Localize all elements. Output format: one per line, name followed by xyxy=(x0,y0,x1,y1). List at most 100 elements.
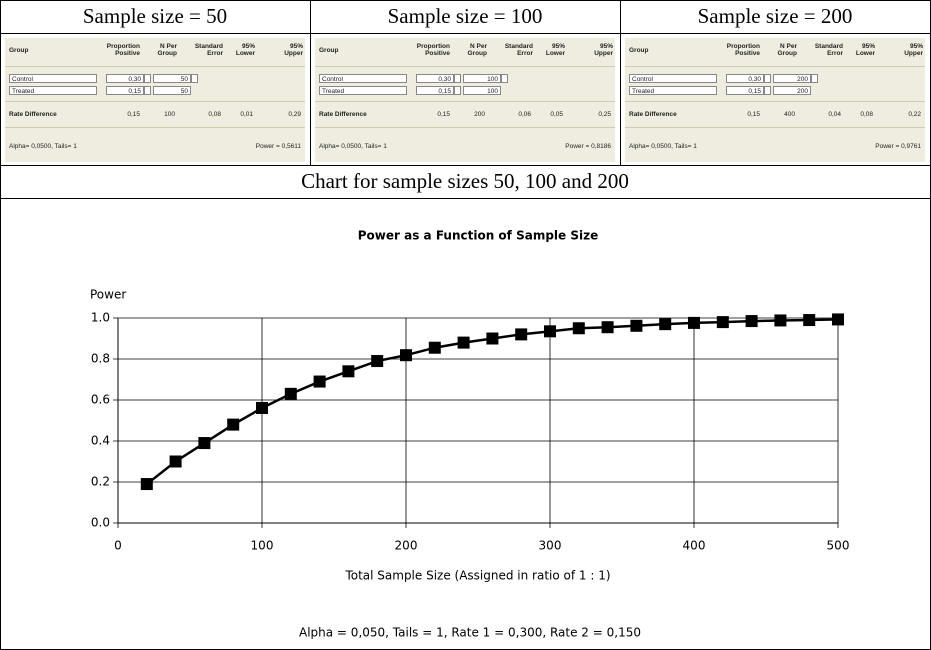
n-input: 50 xyxy=(153,86,191,95)
summary-cell: 0,25 xyxy=(598,111,611,118)
data-point xyxy=(256,402,268,414)
data-point xyxy=(458,337,470,349)
y-tick-label: 0.4 xyxy=(91,434,110,448)
data-point xyxy=(803,314,815,326)
y-tick-label: 0.2 xyxy=(91,475,110,489)
column-heading: Standard Error xyxy=(505,43,533,57)
y-axis-label: Power xyxy=(90,288,126,302)
x-tick-label: 300 xyxy=(539,539,562,553)
dialog-panel: GroupProportion PositiveN Per GroupStand… xyxy=(5,38,305,162)
proportion-input: 0,30 xyxy=(106,74,144,83)
data-point xyxy=(659,318,671,330)
footer-left: Alpha= 0,0500, Tails= 1 xyxy=(319,143,387,150)
column-heading: 95% Upper xyxy=(904,43,923,57)
summary-cell: 0,08 xyxy=(208,111,221,118)
separator xyxy=(5,127,305,128)
separator xyxy=(315,101,615,102)
separator xyxy=(625,101,925,102)
summary-cell: 0,15 xyxy=(437,111,450,118)
summary-cell: 0,15 xyxy=(747,111,760,118)
data-point xyxy=(170,456,182,468)
column-heading: 95% Upper xyxy=(284,43,303,57)
footer-right: Power = 0,8186 xyxy=(565,143,611,150)
data-point xyxy=(400,349,412,361)
spinner xyxy=(191,74,198,83)
data-point xyxy=(717,316,729,328)
data-point xyxy=(774,314,786,326)
x-axis-label: Total Sample Size (Assigned in ratio of … xyxy=(344,569,610,583)
column-heading: Standard Error xyxy=(195,43,223,57)
group-input: Control xyxy=(9,74,97,83)
column-heading: Proportion Positive xyxy=(417,43,450,57)
spinner xyxy=(454,74,461,83)
data-point xyxy=(314,376,326,388)
summary-cell: 0,05 xyxy=(550,111,563,118)
group-input: Treated xyxy=(9,86,97,95)
data-point xyxy=(688,317,700,329)
proportion-input: 0,15 xyxy=(106,86,144,95)
data-point xyxy=(198,437,210,449)
summary-cell: 0,22 xyxy=(908,111,921,118)
footer-left: Alpha= 0,0500, Tails= 1 xyxy=(629,143,697,150)
column-header: Sample size = 50 xyxy=(83,4,227,28)
x-tick-label: 400 xyxy=(683,539,706,553)
column-heading: Standard Error xyxy=(815,43,843,57)
summary-cell: 400 xyxy=(784,111,795,118)
y-tick-label: 0.0 xyxy=(91,516,110,530)
data-point xyxy=(285,388,297,400)
column-heading: N Per Group xyxy=(778,43,798,57)
group-input: Control xyxy=(629,74,717,83)
n-input: 200 xyxy=(773,74,811,83)
column-heading: Group xyxy=(319,47,339,54)
data-point xyxy=(515,328,527,340)
separator xyxy=(315,127,615,128)
data-point xyxy=(342,365,354,377)
summary-cell: 0,08 xyxy=(860,111,873,118)
column-header: Sample size = 100 xyxy=(388,4,543,28)
spinner xyxy=(764,86,771,95)
x-tick-label: 0 xyxy=(114,539,122,553)
spinner xyxy=(144,74,151,83)
dialog-panel: Group Proportion Positive N Per Group Stand… xyxy=(315,38,615,162)
separator xyxy=(625,66,925,67)
summary-cell: 200 xyxy=(474,111,485,118)
n-input: 200 xyxy=(773,86,811,95)
separator xyxy=(5,101,305,102)
proportion-input: 0,15 xyxy=(726,86,764,95)
column-heading: 95% Lower xyxy=(236,43,255,57)
separator xyxy=(625,127,925,128)
footer-left: Alpha= 0,0500, Tails= 1 xyxy=(9,143,77,150)
group-input: Treated xyxy=(319,86,407,95)
data-point xyxy=(227,419,239,431)
y-tick-label: 0.8 xyxy=(91,352,110,366)
column-heading: 95% Lower xyxy=(856,43,875,57)
chart: Power as a Function of Sample SizePowerT… xyxy=(90,229,849,640)
n-input: 100 xyxy=(463,74,501,83)
summary-cell: Rate Difference xyxy=(9,111,57,118)
group-input: Treated xyxy=(629,86,717,95)
x-tick-label: 200 xyxy=(395,539,418,553)
spinner xyxy=(764,74,771,83)
data-point xyxy=(141,478,153,490)
summary-cell: 100 xyxy=(164,111,175,118)
data-point xyxy=(429,342,441,354)
summary-cell: 0,29 xyxy=(288,111,301,118)
column-heading: Proportion Positive xyxy=(107,43,140,57)
proportion-input: 0,30 xyxy=(416,74,454,83)
proportion-input: 0,30 xyxy=(726,74,764,83)
separator xyxy=(5,66,305,67)
spinner xyxy=(811,74,818,83)
proportion-input: 0,15 xyxy=(416,86,454,95)
annotation: Alpha = 0,050, Tails = 1, Rate 1 = 0,300… xyxy=(299,626,641,640)
data-point xyxy=(544,325,556,337)
column-heading: N Per Group xyxy=(468,43,488,57)
y-tick-label: 1.0 xyxy=(91,311,110,325)
column-heading: 95% Lower xyxy=(546,43,565,57)
n-input: 50 xyxy=(153,74,191,83)
summary-cell: Rate Difference xyxy=(629,111,677,118)
data-point xyxy=(371,355,383,367)
column-header: Sample size = 200 xyxy=(698,4,853,28)
column-heading: Group xyxy=(629,47,649,54)
page: Sample size = 50 Sample size = 100 Sampl… xyxy=(0,0,931,650)
column-heading: Group xyxy=(9,47,29,54)
